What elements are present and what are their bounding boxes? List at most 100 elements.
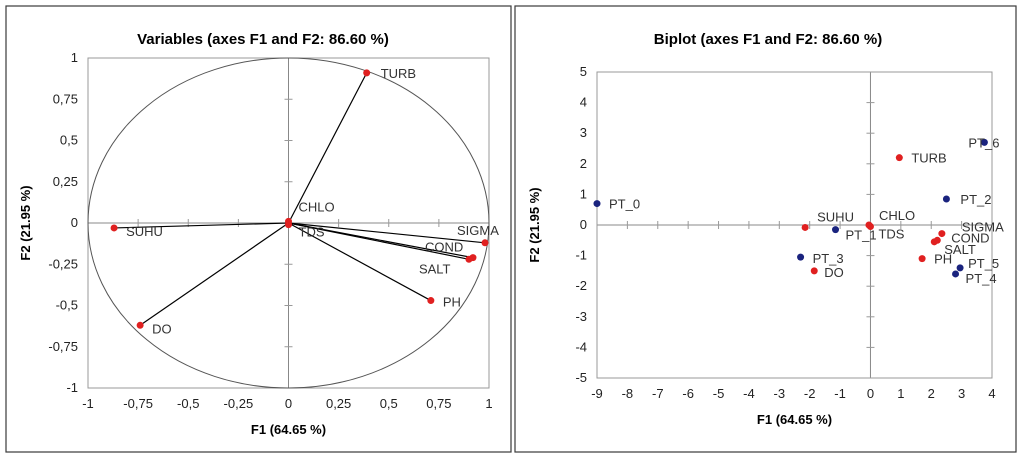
y-tick-label: 4 xyxy=(580,95,587,110)
point-label-do: DO xyxy=(824,265,844,280)
x-axis-title: F1 (64.65 %) xyxy=(757,412,832,427)
point-label-pt_5: PT_5 xyxy=(968,256,999,271)
point-label-pt_2: PT_2 xyxy=(960,192,991,207)
vector-do xyxy=(139,222,289,326)
vector-suhu xyxy=(114,222,289,229)
y-tick-label: 0 xyxy=(580,217,587,232)
y-tick-label: -1 xyxy=(575,248,587,263)
y-tick-label: 3 xyxy=(580,125,587,140)
point-pt_2 xyxy=(942,195,950,203)
y-tick-label: 0 xyxy=(71,215,78,230)
point-label-ph: PH xyxy=(443,295,461,310)
point-label-turb: TURB xyxy=(381,66,416,81)
x-tick-label: -1 xyxy=(834,386,846,401)
x-tick-label: 4 xyxy=(988,386,995,401)
point-label-do: DO xyxy=(152,321,172,336)
y-tick-label: 0,25 xyxy=(53,174,78,189)
variables-panel xyxy=(5,5,512,453)
x-tick-label: 0,5 xyxy=(380,396,398,411)
point-label-cond: COND xyxy=(951,230,989,245)
point-label-salt: SALT xyxy=(419,261,451,276)
x-tick-label: -8 xyxy=(622,386,634,401)
x-tick-label: 0,75 xyxy=(426,396,451,411)
y-tick-label: 0,75 xyxy=(53,91,78,106)
y-axis-title: F2 (21.95 %) xyxy=(18,185,33,260)
point-label-cond: COND xyxy=(425,240,463,255)
point-salt xyxy=(465,255,473,263)
y-tick-label: -4 xyxy=(575,339,587,354)
y-tick-label: 1 xyxy=(580,186,587,201)
x-tick-label: 0 xyxy=(867,386,874,401)
point-label-sigma: SIGMA xyxy=(457,223,499,238)
x-tick-label: -5 xyxy=(713,386,725,401)
point-label-ph: PH xyxy=(934,252,952,267)
x-tick-label: -4 xyxy=(743,386,755,401)
point-label-salt: SALT xyxy=(944,242,976,257)
vector-ph xyxy=(288,222,432,302)
y-tick-label: 1 xyxy=(71,50,78,65)
point-salt xyxy=(930,238,938,246)
point-label-chlo: CHLO xyxy=(299,199,335,214)
y-tick-label: -0,75 xyxy=(48,339,78,354)
point-label-tds: TDS xyxy=(299,225,325,240)
point-turb xyxy=(363,69,371,77)
x-tick-label: 3 xyxy=(958,386,965,401)
vector-turb xyxy=(287,72,368,224)
x-tick-label: -2 xyxy=(804,386,816,401)
point-label-pt_6: PT_6 xyxy=(968,135,999,150)
x-tick-label: -1 xyxy=(82,396,94,411)
point-label-pt_4: PT_4 xyxy=(966,271,997,286)
x-tick-label: -3 xyxy=(774,386,786,401)
y-tick-label: 0,5 xyxy=(60,133,78,148)
point-suhu xyxy=(801,223,809,231)
point-tds xyxy=(285,221,292,229)
unit-circle xyxy=(87,57,490,389)
point-pt_4 xyxy=(952,270,960,278)
point-pt_1 xyxy=(832,226,840,234)
point-label-tds: TDS xyxy=(878,227,904,242)
point-ph xyxy=(427,297,435,305)
x-tick-label: 1 xyxy=(897,386,904,401)
point-label-suhu: SUHU xyxy=(126,224,163,239)
point-pt_6 xyxy=(980,138,988,146)
x-tick-label: -6 xyxy=(682,386,694,401)
point-suhu xyxy=(110,224,118,232)
y-tick-label: 2 xyxy=(580,156,587,171)
x-tick-label: -0,25 xyxy=(224,396,254,411)
x-tick-label: -0,75 xyxy=(123,396,153,411)
point-pt_5 xyxy=(956,264,964,272)
vector-sigma xyxy=(288,222,486,244)
point-pt_0 xyxy=(593,200,601,208)
y-tick-label: -2 xyxy=(575,278,587,293)
y-axis-title: F2 (21.95 %) xyxy=(527,187,542,262)
x-tick-label: -9 xyxy=(591,386,603,401)
point-label-turb: TURB xyxy=(911,151,946,166)
x-tick-label: 0 xyxy=(285,396,292,411)
point-tds xyxy=(866,223,874,231)
x-tick-label: 2 xyxy=(928,386,935,401)
point-turb xyxy=(895,154,903,162)
x-tick-label: -7 xyxy=(652,386,664,401)
chart-title: Biplot (axes F1 and F2: 86.60 %) xyxy=(654,31,882,48)
biplot-chart: Biplot (axes F1 and F2: 86.60 %) -9 -8 -7 -6… xyxy=(527,31,1004,427)
point-label-chlo: CHLO xyxy=(879,208,915,223)
point-ph xyxy=(918,255,926,263)
chart-title: Variables (axes F1 and F2: 86.60 %) xyxy=(137,31,389,48)
biplot-panel xyxy=(514,5,1017,453)
y-tick-label: -0,25 xyxy=(48,256,78,271)
x-axis-title: F1 (64.65 %) xyxy=(251,422,326,437)
x-tick-label: -0,5 xyxy=(177,396,199,411)
y-tick-label: -3 xyxy=(575,309,587,324)
point-pt_3 xyxy=(797,253,805,261)
point-do xyxy=(810,267,818,275)
point-sigma xyxy=(938,230,946,238)
variables-chart: Variables (axes F1 and F2: 86.60 %) -1 -0,… xyxy=(18,31,499,437)
point-label-pt_1: PT_1 xyxy=(846,228,877,243)
x-tick-label: 0,25 xyxy=(326,396,351,411)
y-tick-label: 5 xyxy=(580,64,587,79)
point-label-suhu: SUHU xyxy=(817,209,854,224)
point-label-sigma: SIGMA xyxy=(962,220,1004,235)
point-sigma xyxy=(481,239,489,247)
x-tick-label: 1 xyxy=(485,396,492,411)
